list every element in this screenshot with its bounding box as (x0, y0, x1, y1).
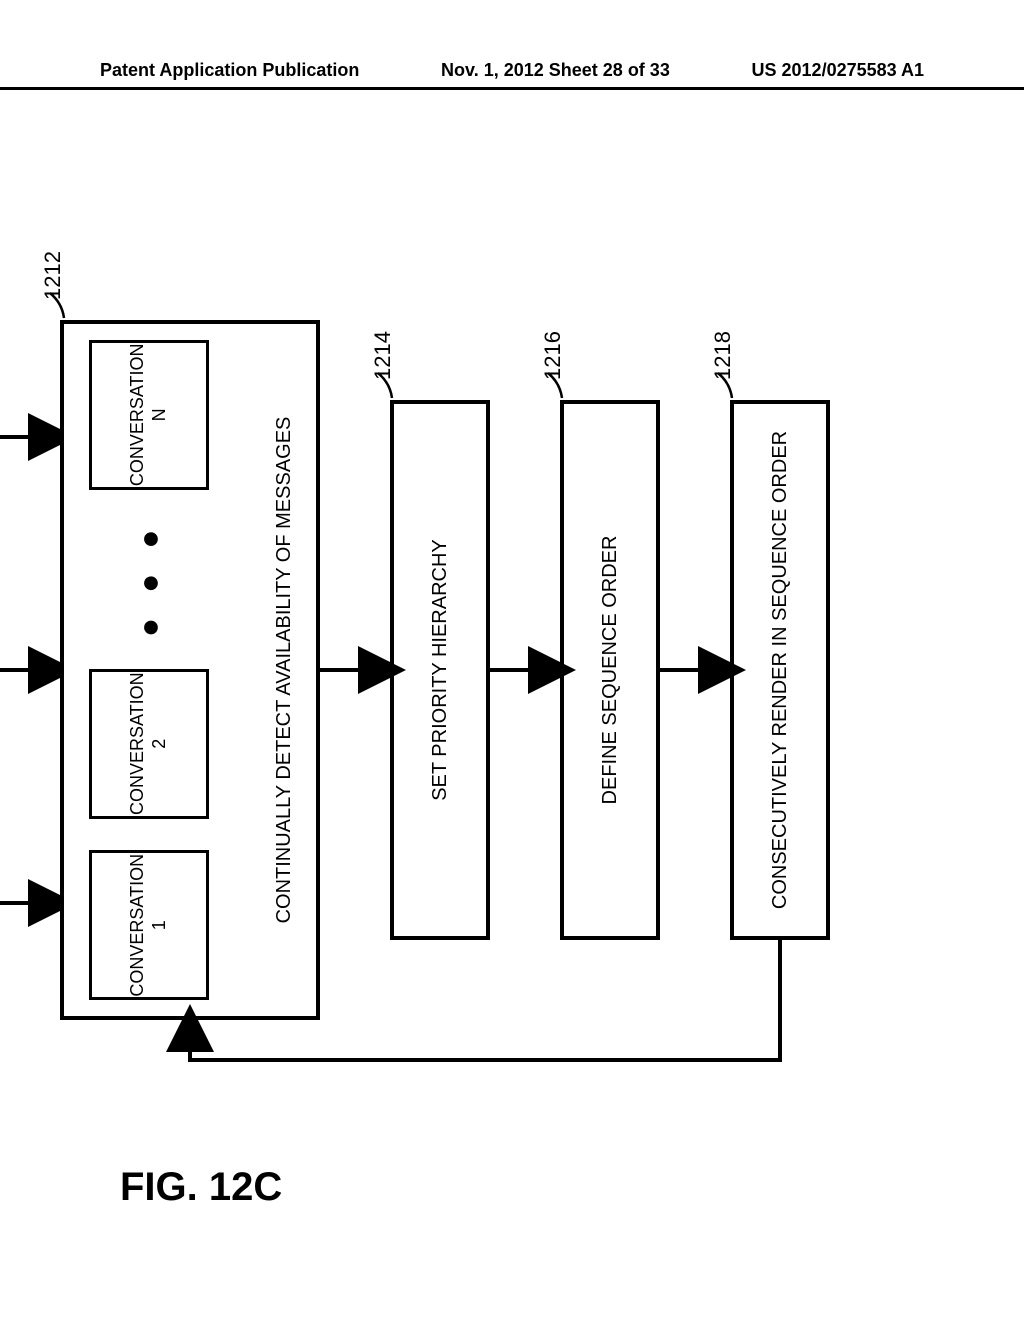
flow-arrows (0, 320, 900, 1020)
page: Patent Application Publication Nov. 1, 2… (0, 0, 1024, 1320)
header-right: US 2012/0275583 A1 (752, 60, 924, 81)
header-center: Nov. 1, 2012 Sheet 28 of 33 (441, 60, 670, 81)
page-header: Patent Application Publication Nov. 1, 2… (0, 60, 1024, 90)
figure-label: FIG. 12C (120, 1165, 282, 1210)
lead-line-1212 (62, 278, 102, 318)
flowchart-diagram: MEDIA STREAM(S) MEDIA STREAM(S) MEDIA ST… (0, 320, 1000, 1020)
header-left: Patent Application Publication (100, 60, 359, 81)
